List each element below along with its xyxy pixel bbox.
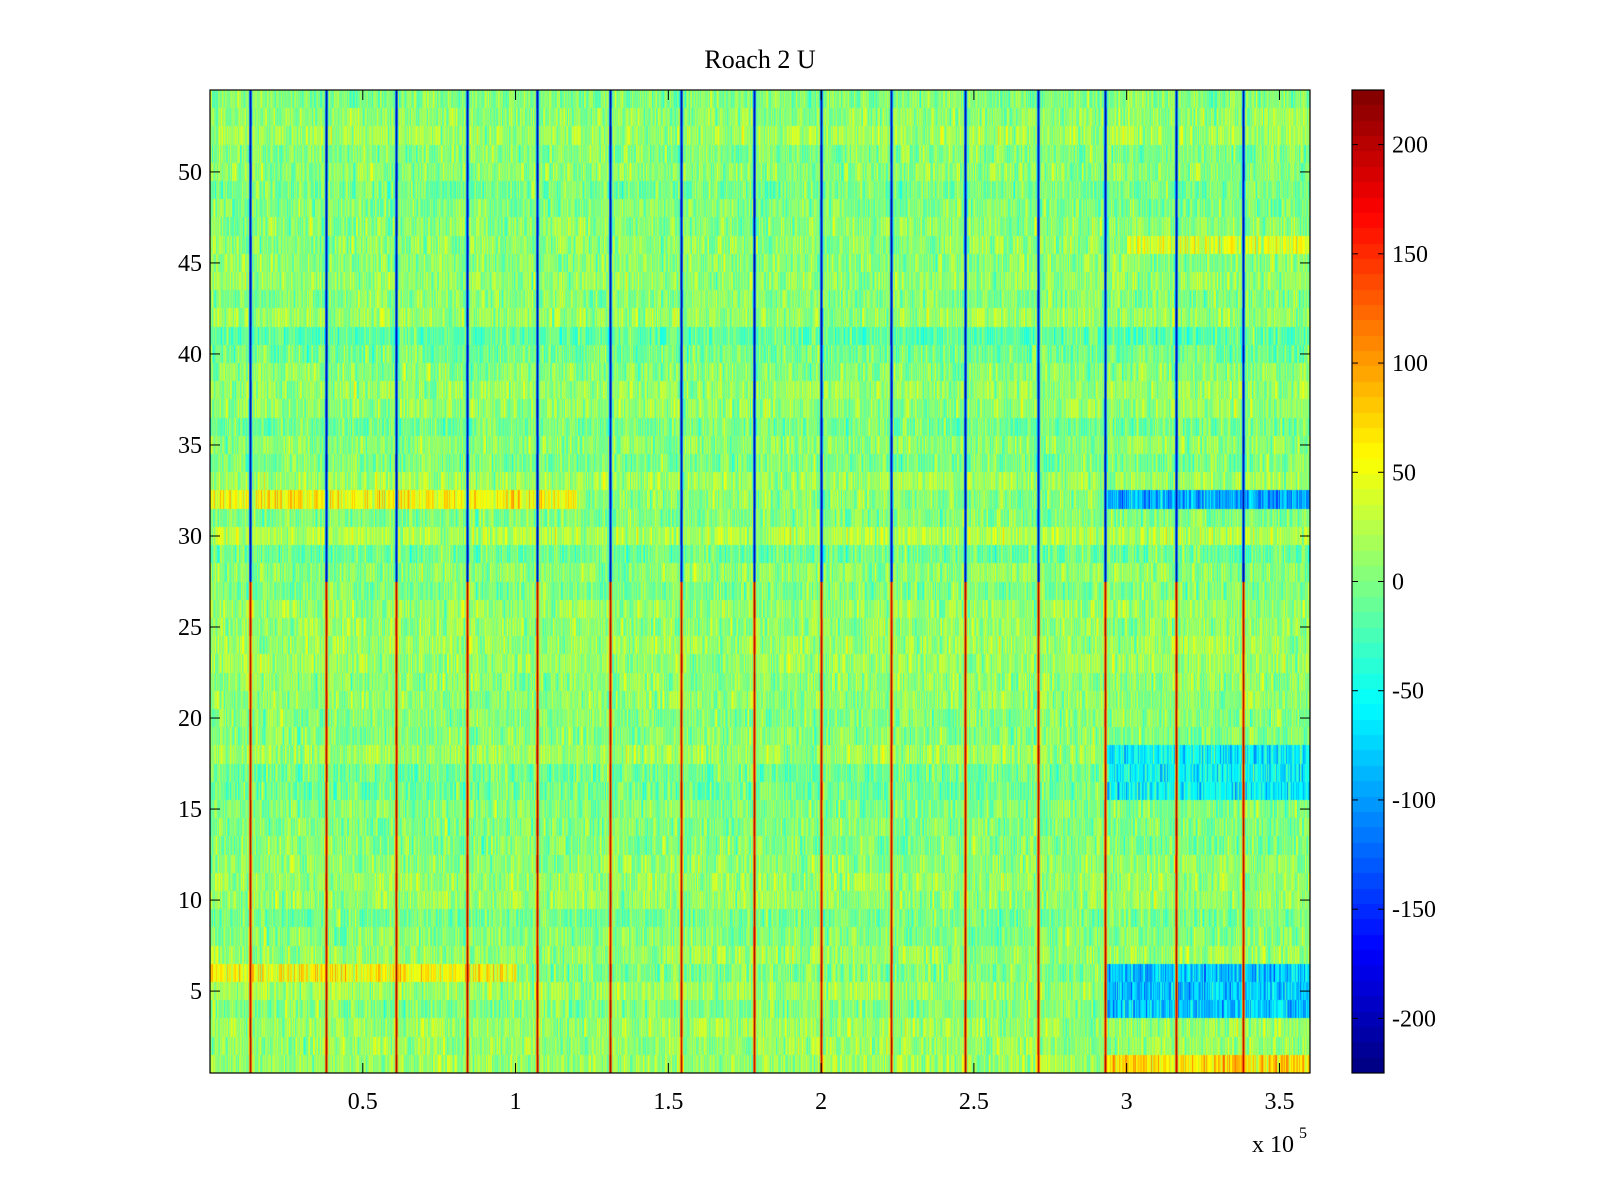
colorbar-axis: 200 150 100 50 0 -50 -100 -150 -200 [1352,133,1436,1032]
x-exponent-base: x 10 [1252,1132,1294,1158]
x-tick-label: 1 [510,1089,522,1115]
x-axis: 0.5 1 1.5 2 2.5 3 3.5 [348,90,1294,1115]
x-exponent-power: 5 [1299,1125,1307,1142]
x-tick-label: 3 [1121,1089,1133,1115]
y-tick-label: 40 [178,342,202,368]
heatmap-image [210,90,1310,1073]
x-tick-label: 3.5 [1264,1089,1294,1115]
y-tick-label: 25 [178,615,202,641]
y-tick-label: 30 [178,524,202,550]
colorbar-tick-label: -200 [1392,1006,1436,1032]
chart-title: Roach 2 U [704,45,815,74]
colorbar-tick-label: -50 [1392,679,1424,705]
y-tick-label: 15 [178,797,202,823]
x-tick-label: 1.5 [653,1089,683,1115]
colorbar-tick-label: 200 [1392,133,1428,159]
y-tick-label: 10 [178,888,202,914]
x-tick-label: 2 [815,1089,827,1115]
colorbar-tick-label: 100 [1392,351,1428,377]
y-tick-label: 35 [178,433,202,459]
colorbar-tick-label: 50 [1392,460,1416,486]
colorbar-tick-label: 150 [1392,242,1428,268]
y-tick-label: 20 [178,706,202,732]
colorbar-tick-label: -150 [1392,897,1436,923]
plot-frame [209,89,1311,1074]
y-tick-label: 50 [178,160,202,186]
colorbar-tick-label: 0 [1392,570,1404,596]
colorbar-tick-label: -100 [1392,788,1436,814]
y-axis: 5 10 15 20 25 30 35 40 45 50 [178,160,1310,1005]
y-tick-label: 5 [190,979,202,1005]
y-tick-label: 45 [178,251,202,277]
x-tick-label: 0.5 [348,1089,378,1115]
x-tick-label: 2.5 [959,1089,989,1115]
